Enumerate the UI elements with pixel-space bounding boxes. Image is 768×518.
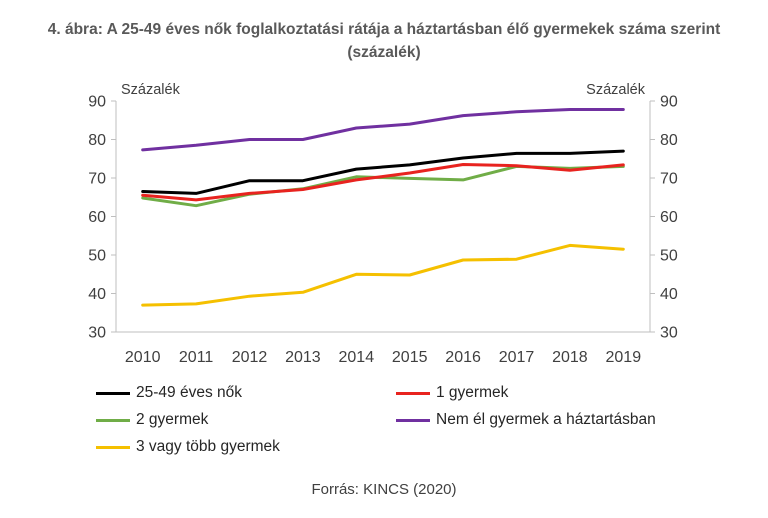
chart-source: Forrás: KINCS (2020) <box>311 481 457 498</box>
legend-swatch <box>396 418 430 422</box>
legend-item-1: 25-49 éves nők <box>96 382 242 404</box>
x-tick-label: 2010 <box>125 349 161 366</box>
legend-label: Nem él gyermek a háztartásban <box>436 411 656 428</box>
y-unit-label-left: Százalék <box>121 82 181 98</box>
y-tick-label-left: 90 <box>88 94 106 111</box>
y-tick-label-right: 50 <box>660 248 678 265</box>
legend-item-5: 3 vagy több gyermek <box>96 436 280 458</box>
chart-title-line-2: (százalék) <box>347 44 421 61</box>
series-line-1 <box>141 149 625 195</box>
series-line-3 <box>141 164 625 208</box>
legend-item-3: 2 gyermek <box>96 409 208 431</box>
x-tick-label: 2016 <box>445 349 481 366</box>
y-tick-label-right: 60 <box>660 209 678 226</box>
legend-label: 3 vagy több gyermek <box>136 438 280 455</box>
legend-label: 2 gyermek <box>136 411 209 428</box>
y-tick-label-left: 70 <box>88 171 106 188</box>
chart-title-line-1: 4. ábra: A 25-49 éves nők foglalkoztatás… <box>47 21 721 38</box>
y-tick-label-right: 40 <box>660 286 678 303</box>
series-line-4 <box>141 108 625 152</box>
legend-item-4: Nem él gyermek a háztartásban <box>396 409 656 431</box>
x-tick-label: 2019 <box>606 349 642 366</box>
x-tick-label: 2018 <box>552 349 588 366</box>
legend-item-2: 1 gyermek <box>396 382 508 404</box>
y-tick-label-right: 30 <box>660 325 678 342</box>
series-line-2 <box>141 163 625 202</box>
x-tick-label: 2011 <box>179 349 214 366</box>
legend-swatch <box>96 445 130 449</box>
y-tick-label-left: 30 <box>88 325 106 342</box>
series-line-5 <box>141 243 625 307</box>
x-tick-label: 2012 <box>232 349 268 366</box>
legend-swatch <box>396 391 430 395</box>
y-tick-label-right: 70 <box>660 171 678 188</box>
legend-label: 1 gyermek <box>436 384 509 401</box>
x-tick-label: 2013 <box>285 349 321 366</box>
chart-axes: 30 30 40 40 50 50 60 60 70 70 80 80 90 90 Százalék Száz… <box>88 82 678 366</box>
y-tick-label-left: 40 <box>88 286 106 303</box>
legend-label: 25-49 éves nők <box>136 384 242 401</box>
legend-swatch <box>96 418 130 422</box>
y-tick-label-left: 50 <box>88 248 106 265</box>
y-tick-label-right: 80 <box>660 132 678 149</box>
x-tick-label: 2015 <box>392 349 428 366</box>
chart-series-lines <box>141 108 625 307</box>
chart-title: 4. ábra: A 25-49 éves nők foglalkoztatás… <box>0 18 768 64</box>
y-unit-label-right: Százalék <box>586 82 646 98</box>
y-tick-label-left: 60 <box>88 209 106 226</box>
y-tick-label-right: 90 <box>660 94 678 111</box>
x-tick-label: 2014 <box>339 349 375 366</box>
y-tick-label-left: 80 <box>88 132 106 149</box>
legend-swatch <box>96 391 130 395</box>
x-tick-label: 2017 <box>499 349 535 366</box>
